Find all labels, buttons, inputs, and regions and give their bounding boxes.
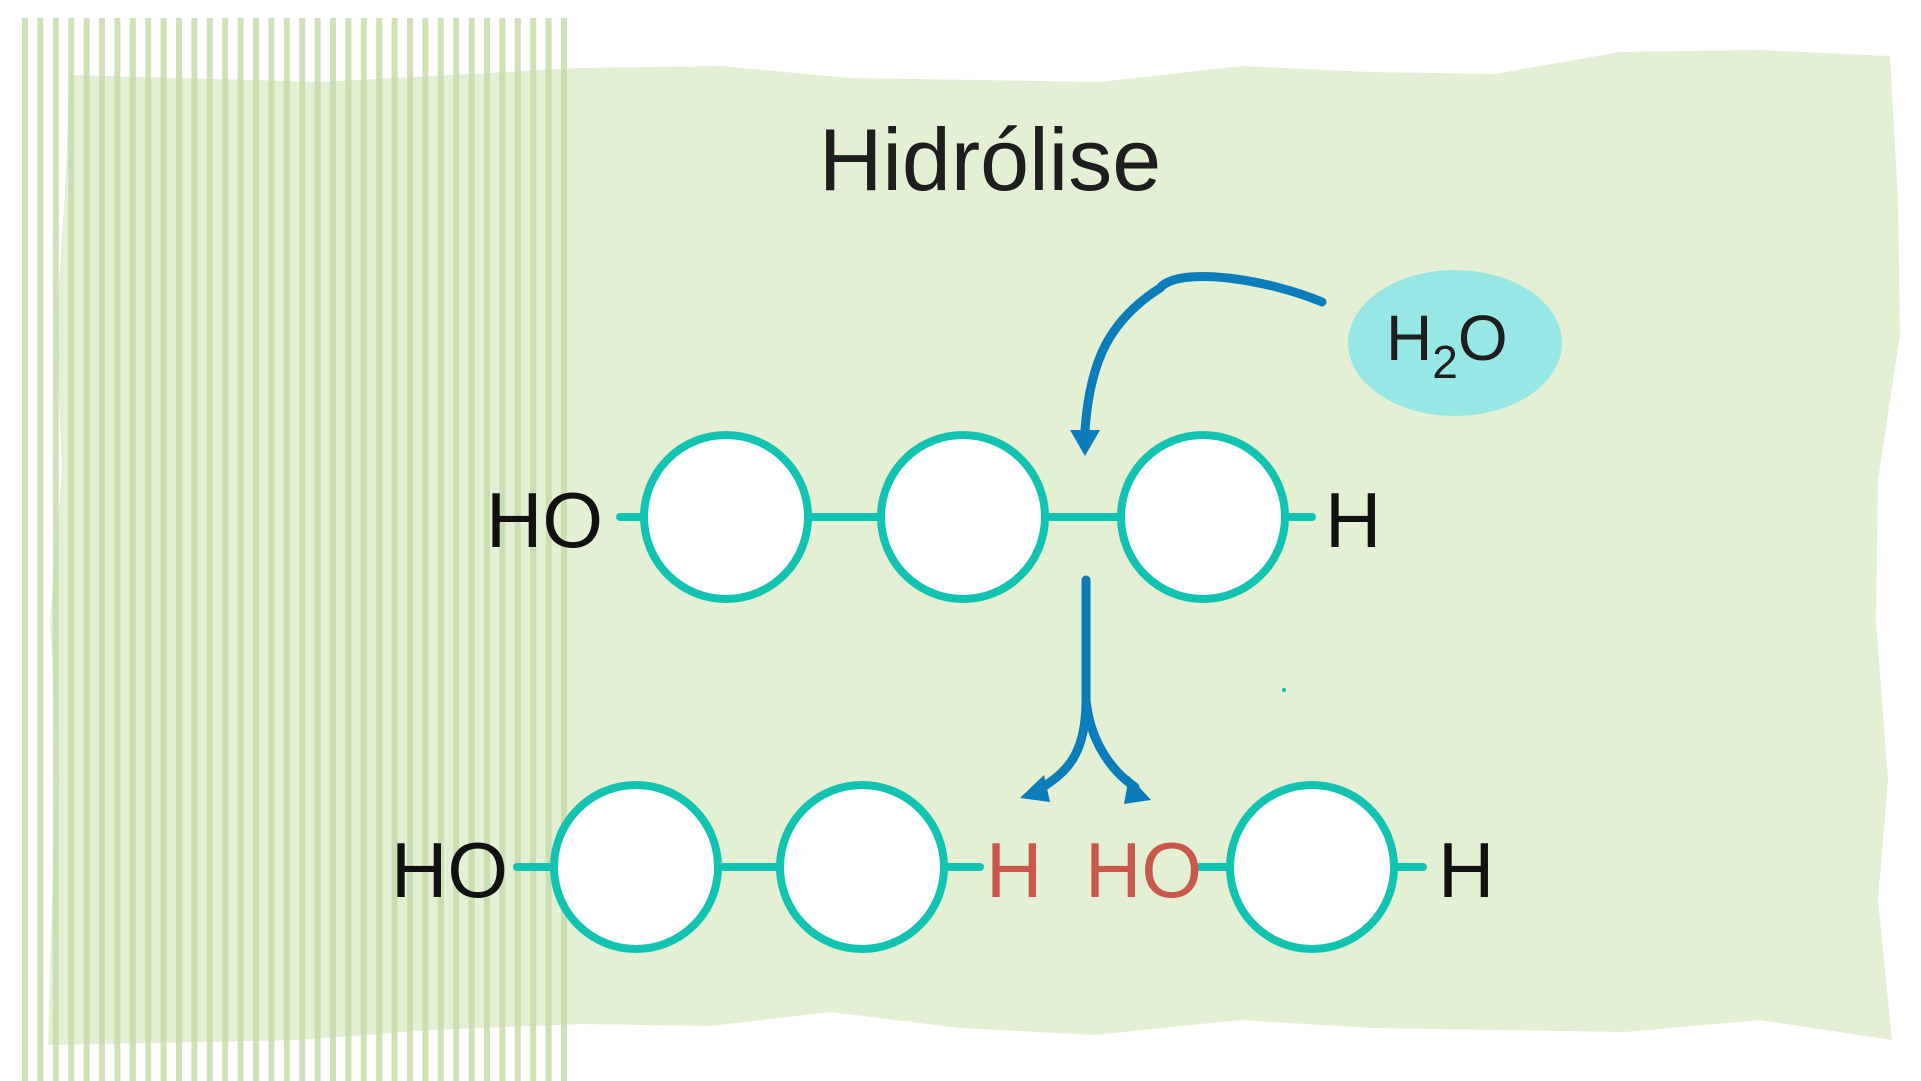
stripe-26 xyxy=(422,18,429,1081)
stripe-3 xyxy=(68,18,75,1081)
stripe-20 xyxy=(330,18,336,1081)
split-arrowhead-left xyxy=(1020,775,1050,802)
stripe-28 xyxy=(453,18,460,1081)
stripe-19 xyxy=(314,18,321,1081)
stripe-4 xyxy=(83,18,90,1081)
stripe-30 xyxy=(484,18,490,1081)
stripe-9 xyxy=(160,18,167,1081)
stripe-21 xyxy=(345,18,352,1081)
water-attack-arrowhead xyxy=(1070,430,1100,456)
bottom-monomer-2 xyxy=(776,781,948,953)
split-arrowhead-right xyxy=(1124,776,1151,804)
stripe-24 xyxy=(391,18,398,1081)
top-left-ho: HO xyxy=(486,476,603,564)
stripe-11 xyxy=(191,18,198,1081)
stripe-35 xyxy=(561,18,567,1081)
stripe-2 xyxy=(52,18,59,1081)
stripe-32 xyxy=(514,18,521,1081)
stripe-5 xyxy=(99,18,105,1081)
split-h-label: H xyxy=(986,826,1042,914)
water-attack-arrow xyxy=(1080,271,1327,435)
bottom-monomer-3 xyxy=(1226,781,1398,953)
stripe-1 xyxy=(37,18,44,1081)
stripe-13 xyxy=(222,18,229,1081)
stripe-25 xyxy=(407,18,413,1081)
split-arrow-right xyxy=(1081,695,1140,792)
stripe-27 xyxy=(437,18,444,1081)
title: Hidrólise xyxy=(819,110,1161,209)
bottom-chain xyxy=(513,781,1427,953)
stripe-10 xyxy=(176,18,182,1081)
water-subscript: 2 xyxy=(1432,336,1458,388)
stripe-15 xyxy=(253,18,259,1081)
top-monomer-1 xyxy=(640,431,812,603)
stripe-31 xyxy=(499,18,506,1081)
stripe-0 xyxy=(22,18,28,1081)
water-o: O xyxy=(1458,302,1508,374)
stripe-18 xyxy=(299,18,306,1081)
stripe-34 xyxy=(545,18,552,1081)
stripe-16 xyxy=(268,18,275,1081)
stripe-8 xyxy=(145,18,152,1081)
stripe-33 xyxy=(530,18,537,1081)
split-ho-label: HO xyxy=(1085,826,1202,914)
stripe-29 xyxy=(468,18,475,1081)
stripe-7 xyxy=(129,18,136,1081)
stripe-12 xyxy=(206,18,213,1081)
stripe-23 xyxy=(376,18,383,1081)
bottom-left-ho: HO xyxy=(391,826,508,914)
water-formula: H2O xyxy=(1386,302,1508,388)
top-monomer-3 xyxy=(1117,431,1289,603)
bottom-right-h: H xyxy=(1438,826,1494,914)
stripe-pattern xyxy=(22,18,567,1081)
stray-dot xyxy=(1282,688,1286,692)
stripe-17 xyxy=(283,18,290,1081)
stripe-6 xyxy=(114,18,121,1081)
stripe-14 xyxy=(237,18,244,1081)
top-right-h: H xyxy=(1325,476,1381,564)
water-ellipse xyxy=(1348,270,1562,416)
stripe-22 xyxy=(360,18,367,1081)
top-monomer-2 xyxy=(877,431,1049,603)
bottom-monomer-1 xyxy=(550,781,722,953)
water-h: H xyxy=(1386,302,1432,374)
top-chain xyxy=(616,431,1316,603)
